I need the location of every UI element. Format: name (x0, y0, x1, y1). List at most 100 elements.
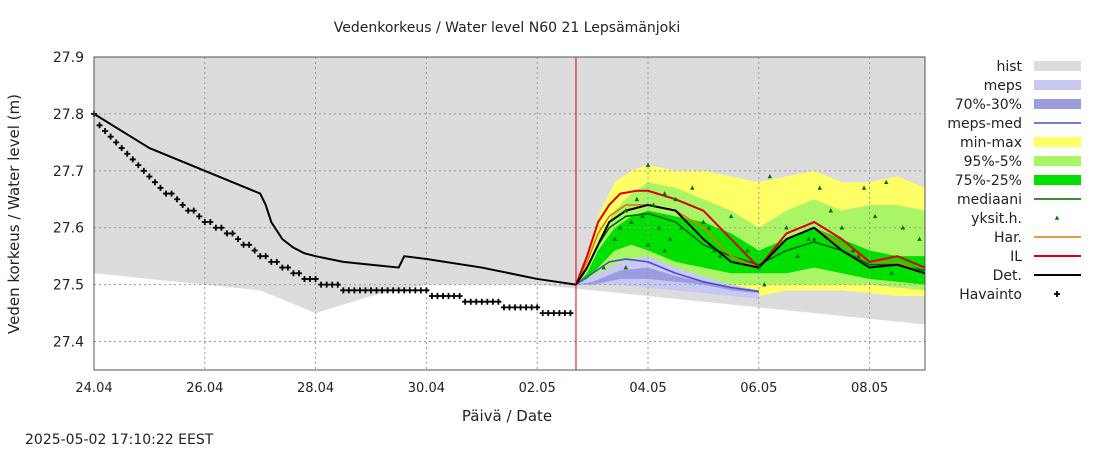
observation-point (567, 310, 574, 317)
legend-marker-yksit (1054, 215, 1060, 220)
observation-point (124, 150, 131, 157)
ensemble-point (828, 208, 834, 213)
ensemble-point (872, 213, 878, 219)
observation-point (534, 304, 541, 311)
observation-point (240, 241, 247, 248)
ensemble-point (673, 196, 678, 202)
ensemble-point (812, 236, 817, 241)
forecast-bands (94, 57, 925, 325)
observation-point (379, 287, 386, 294)
observation-point (539, 310, 546, 317)
ensemble-point (884, 179, 889, 184)
ensemble-point (745, 247, 750, 253)
series-det-line (93, 113, 926, 286)
y-tick-label: 27.7 (53, 164, 84, 180)
observation-point (157, 184, 164, 191)
ensemble-point (679, 225, 684, 230)
legend-marker-hist (1034, 61, 1081, 71)
band-meps-70-30 (575, 267, 759, 294)
ensemble-point (667, 236, 673, 241)
ensemble-point (795, 253, 800, 258)
ensemble-point (651, 202, 656, 207)
legend-marker-meps (1034, 80, 1081, 90)
observation-point (467, 298, 474, 305)
observation-point (395, 287, 402, 294)
x-tick-label: 30.04 (408, 381, 445, 396)
y-axis-ticks: 27.4 27.5 27.6 27.7 27.8 27.9 (53, 50, 84, 351)
observation-point (412, 287, 419, 294)
series-il-line (575, 189, 926, 285)
chart-title: Vedenkorkeus / Water level N60 21 Lepsäm… (334, 20, 680, 36)
legend: hist meps 70%-30% meps-med min-max 95%-5% 75%-… (947, 59, 1081, 303)
ensemble-point (839, 225, 845, 230)
observation-point (223, 230, 230, 237)
ensemble-point (662, 247, 667, 253)
ensemble-point (728, 213, 734, 219)
observation-point (151, 179, 158, 186)
observation-point (140, 167, 147, 174)
legend-label-p75-25: 75%-25% (955, 173, 1022, 189)
legend-label-p95-5: 95%-5% (964, 154, 1022, 170)
legend-label-yksit: yksit.h. (971, 211, 1022, 227)
observation-point (301, 275, 308, 282)
observation-point (373, 287, 380, 294)
observation-point (190, 207, 197, 214)
observation-point (312, 275, 319, 282)
observation-point (329, 281, 336, 288)
legend-label-mediaani: mediaani (957, 192, 1022, 208)
ensemble-point (784, 225, 789, 230)
legend-label-det: Det. (993, 268, 1022, 284)
observation-point (246, 241, 253, 248)
band-p75-25 (575, 210, 925, 285)
observation-point (434, 293, 441, 300)
ensemble-point (640, 213, 645, 219)
observation-point (473, 298, 480, 305)
observation-point (323, 281, 330, 288)
x-tick-label: 04.05 (629, 381, 666, 396)
observation-point (440, 293, 447, 300)
observation-point (356, 287, 363, 294)
observation-point (368, 287, 374, 294)
observation-point (185, 207, 192, 214)
legend-label-min-max: min-max (960, 135, 1022, 151)
legend-label-hist: hist (996, 59, 1022, 75)
observation-point (168, 190, 175, 197)
observation-point (268, 258, 275, 265)
legend-marker-p75-25 (1034, 175, 1081, 185)
ensemble-point (762, 282, 767, 287)
y-axis-label: Veden korkeus / Water level (m) (5, 94, 23, 334)
ensemble-point (806, 236, 811, 241)
observation-point (212, 224, 219, 231)
ensemble-point (817, 185, 822, 190)
observation-point (174, 196, 181, 203)
ensemble-point (690, 185, 695, 190)
legend-label-meps-med: meps-med (947, 116, 1022, 132)
x-axis-ticks: 24.04 26.04 28.04 30.04 02.05 04.05 06.05 08.05 (75, 381, 888, 396)
ensemble-point (601, 265, 606, 270)
ensemble-point (900, 225, 906, 230)
legend-marker-havainto (1054, 291, 1060, 297)
ensemble-point (634, 196, 640, 202)
observation-point (495, 298, 502, 305)
observation-point (273, 258, 280, 265)
observation-point (107, 133, 114, 140)
observation-point (523, 304, 530, 311)
observation-point (235, 236, 242, 243)
y-tick-label: 27.4 (53, 335, 84, 351)
observation-point (384, 287, 391, 294)
observation-point (345, 287, 352, 294)
x-tick-label: 08.05 (851, 381, 888, 396)
observation-point (445, 293, 452, 300)
observation-point (506, 304, 513, 311)
observation-point (561, 310, 568, 317)
legend-marker-p95-5 (1034, 156, 1081, 166)
y-tick-label: 27.9 (53, 50, 84, 66)
observation-point (257, 253, 264, 260)
series-lines (93, 113, 926, 293)
y-tick-label: 27.8 (53, 107, 84, 123)
legend-label-meps-70-30: 70%-30% (955, 97, 1022, 113)
x-tick-label: 06.05 (740, 381, 777, 396)
ensemble-point (701, 219, 706, 224)
observation-point (318, 281, 325, 288)
